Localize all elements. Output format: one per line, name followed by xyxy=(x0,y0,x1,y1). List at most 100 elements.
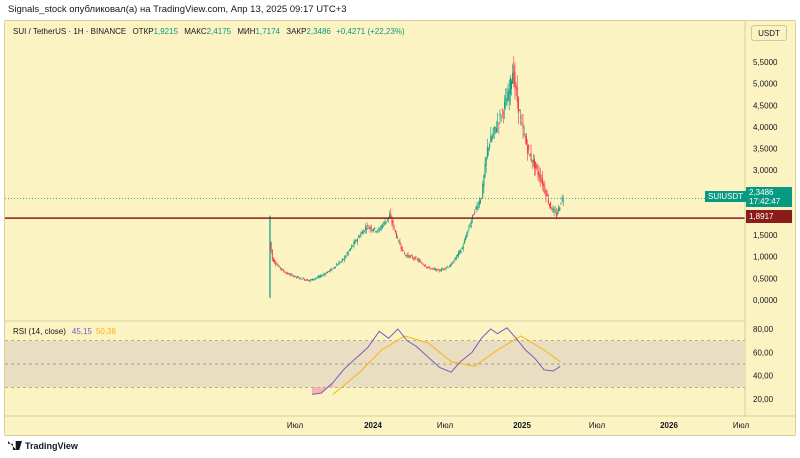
candle-body xyxy=(548,204,550,206)
price-axis-label: 1,5000 xyxy=(753,231,778,240)
candle-body xyxy=(514,71,516,88)
candle-body xyxy=(295,276,297,278)
rsi-value: 45,15 xyxy=(71,327,92,336)
candle-body xyxy=(339,262,341,264)
candle-body xyxy=(320,275,322,277)
candle-body xyxy=(427,267,429,268)
candle-body xyxy=(368,228,370,229)
candle-body xyxy=(281,268,282,270)
candle-body xyxy=(561,197,563,201)
candle-body xyxy=(463,240,465,244)
candle-body xyxy=(532,160,534,163)
candle-body xyxy=(356,239,358,242)
candle-body xyxy=(369,226,371,229)
candle-body xyxy=(352,245,354,247)
candle-body xyxy=(530,152,532,161)
price-axis-label: 4,5000 xyxy=(753,101,778,110)
candle-body xyxy=(337,264,339,266)
candle-body xyxy=(506,99,508,106)
candle-body xyxy=(557,213,558,214)
candle-body xyxy=(397,237,399,239)
last-price-tag: 2,3486 17:42:47 xyxy=(746,187,792,207)
rsi-oversold-fill xyxy=(312,382,333,395)
candle-body xyxy=(546,193,548,197)
price-axis-label: 0,5000 xyxy=(753,274,778,283)
candle-body xyxy=(374,227,376,229)
candle-body xyxy=(413,257,415,259)
candle-body xyxy=(302,278,304,280)
candle-body xyxy=(469,224,471,227)
candle-body xyxy=(431,268,433,270)
candle-body xyxy=(347,251,349,255)
candle-body xyxy=(371,229,373,231)
candle-body xyxy=(465,237,466,240)
candle-body xyxy=(383,222,385,224)
candle-body xyxy=(364,227,366,230)
candle-body xyxy=(284,271,286,273)
candle-body xyxy=(315,278,317,279)
rsi-axis-label: 60,00 xyxy=(753,348,774,357)
open-label: ОТКР xyxy=(132,27,154,36)
candle-body xyxy=(400,245,402,249)
candle-body xyxy=(362,231,364,235)
publish-caption: Signals_stock опубликовал(а) на TradingV… xyxy=(0,0,800,20)
candle-body xyxy=(410,255,412,257)
candle-body xyxy=(322,274,324,276)
time-axis-label: Июл xyxy=(287,421,304,430)
candle-body xyxy=(544,186,546,193)
candle-body xyxy=(331,268,333,270)
symbol-legend[interactable]: SUI / TetherUS · 1H · BINANCE ОТКР1,9215… xyxy=(13,27,405,36)
candle-body xyxy=(482,183,484,198)
candle-body xyxy=(551,208,553,211)
candle-body xyxy=(386,219,388,220)
candle-body xyxy=(286,272,288,274)
candle-body xyxy=(479,200,481,203)
candle-body xyxy=(534,159,535,169)
rsi-legend[interactable]: RSI (14, close) 45,15 50,38 xyxy=(13,327,116,336)
candle-body xyxy=(285,272,287,274)
candle-body xyxy=(314,278,316,280)
candle-body xyxy=(477,206,479,208)
candle-body xyxy=(274,259,276,263)
candle-body xyxy=(520,117,522,119)
tradingview-brand: TradingView xyxy=(25,441,78,451)
chart-frame[interactable]: 5,50005,00004,50004,00003,50003,00002,50… xyxy=(4,20,796,436)
candle-body xyxy=(425,266,427,268)
candle-body xyxy=(300,277,302,279)
candle-body xyxy=(498,123,500,125)
candle-body xyxy=(355,240,357,242)
candle-body xyxy=(390,213,392,218)
candle-body xyxy=(382,224,384,228)
candle-body xyxy=(325,272,327,274)
candle-body xyxy=(542,177,544,186)
candle-body xyxy=(454,257,456,261)
candle-body xyxy=(409,256,411,257)
candle-body xyxy=(373,230,374,231)
price-axis-label: 5,0000 xyxy=(753,80,778,89)
candle-body xyxy=(335,266,337,268)
symbol-price-tag: SUIUSDT xyxy=(705,191,747,202)
candle-body xyxy=(429,267,431,269)
candle-body xyxy=(519,110,521,112)
candle-body xyxy=(524,139,526,140)
candle-body xyxy=(393,227,395,229)
candle-body xyxy=(404,252,406,255)
candle-body xyxy=(329,270,331,272)
tradingview-logo[interactable]: TradingView xyxy=(8,441,78,451)
currency-button[interactable]: USDT xyxy=(751,25,787,41)
candle-body xyxy=(421,262,423,264)
chart-canvas[interactable]: 5,50005,00004,50004,00003,50003,00002,50… xyxy=(5,21,796,436)
time-axis-label: 2026 xyxy=(660,421,678,430)
candle-body xyxy=(458,252,460,256)
candle-body xyxy=(545,190,547,198)
candle-body xyxy=(360,233,362,237)
candle-body xyxy=(299,278,301,280)
candle-body xyxy=(527,144,529,154)
candle-body xyxy=(304,279,305,281)
candle-body xyxy=(316,277,318,279)
time-axis-label: Июл xyxy=(589,421,606,430)
candle-body xyxy=(392,220,394,227)
candle-body xyxy=(537,170,539,175)
candle-body xyxy=(523,133,525,136)
candle-body xyxy=(406,255,408,257)
